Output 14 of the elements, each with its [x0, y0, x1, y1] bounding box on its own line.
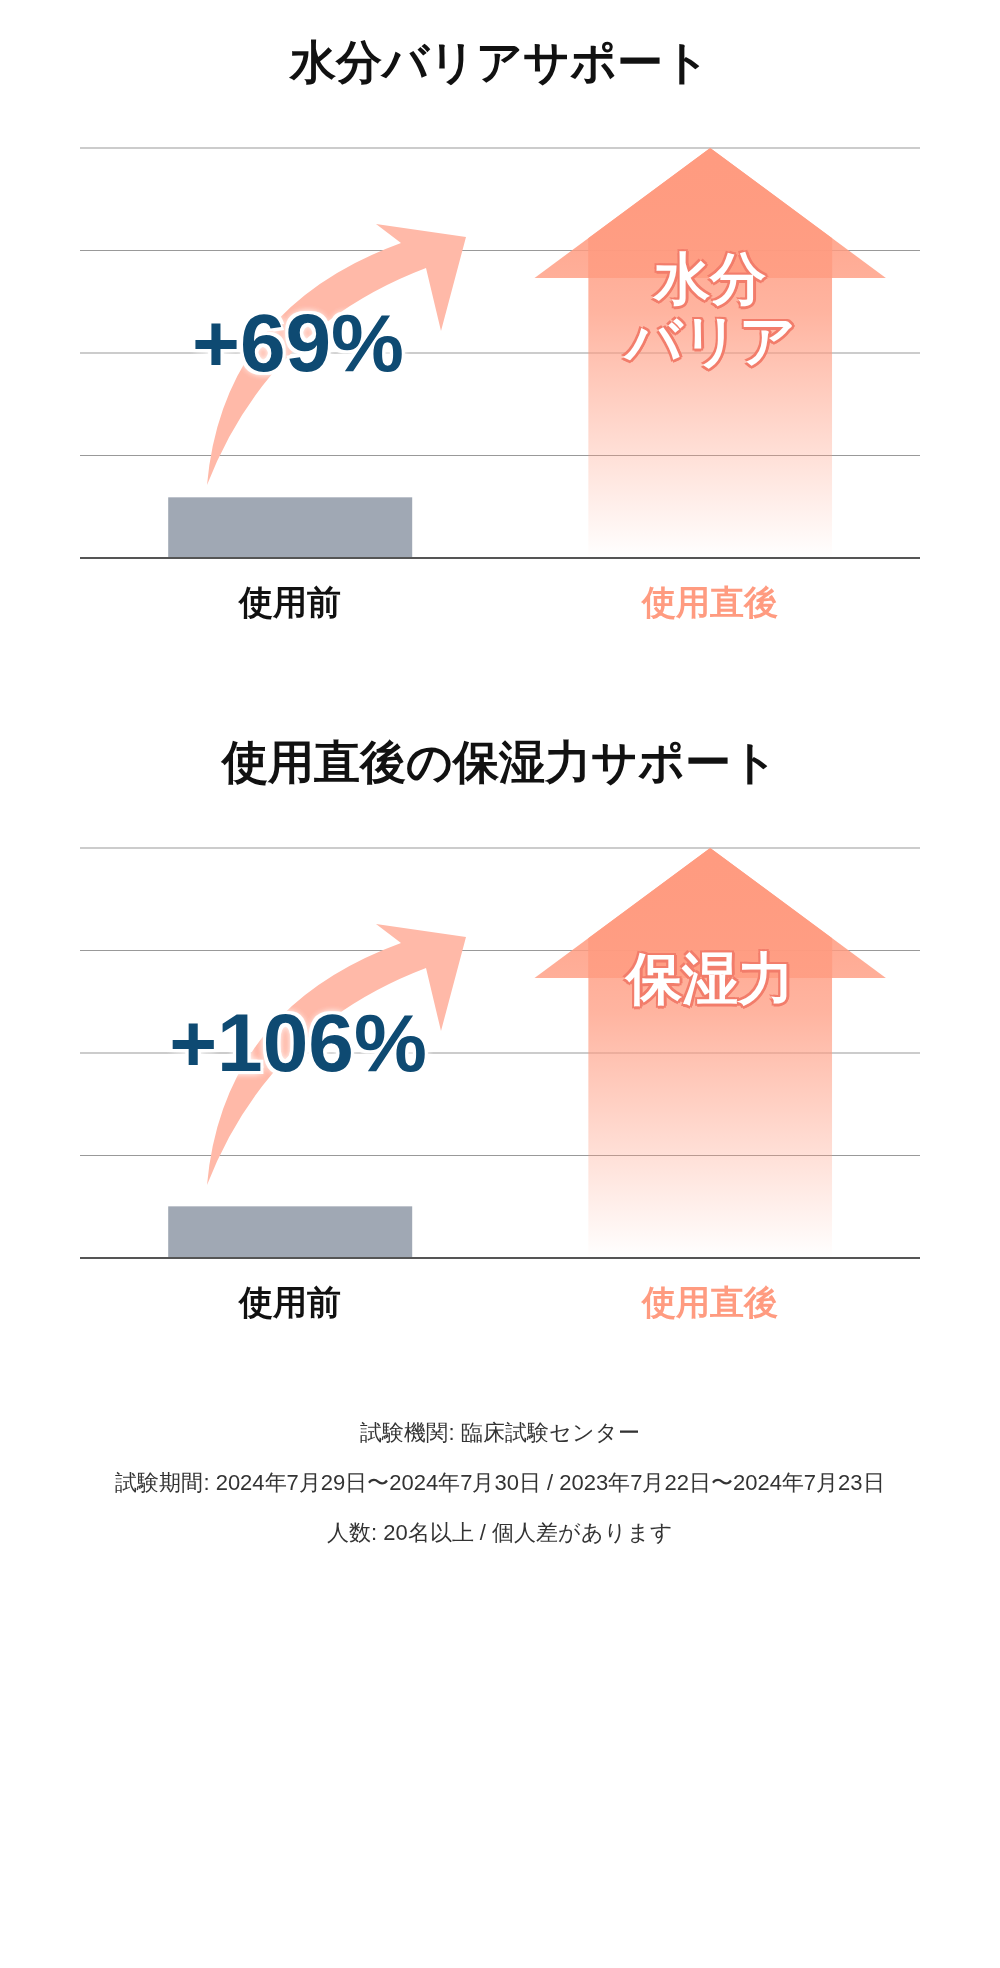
x-tick-label: 使用直後 [641, 583, 778, 621]
annotation: +69% [191, 296, 405, 390]
text: 人数: 20名以上 / 個人差があります [325, 1519, 674, 1547]
annotation: 水分 [652, 247, 767, 310]
text: 試験機関: 臨床試験センター [359, 1419, 641, 1447]
x-tick-label: 使用前 [238, 583, 341, 621]
annotation: バリア [624, 308, 796, 372]
x-tick-label: 使用直後 [641, 1283, 778, 1321]
annotation: 保湿力 [626, 947, 794, 1010]
text: 試験期間: 2024年7月29日〜2024年7月30日 / 2023年7月22日〜2024年7月23日 [114, 1469, 886, 1497]
x-tick-label: 使用前 [238, 1283, 341, 1321]
chart-title: 水分バリアサポート [288, 35, 711, 90]
annotation: +106% [169, 996, 427, 1090]
chart-title: 使用直後の保湿力サポート [220, 735, 779, 790]
